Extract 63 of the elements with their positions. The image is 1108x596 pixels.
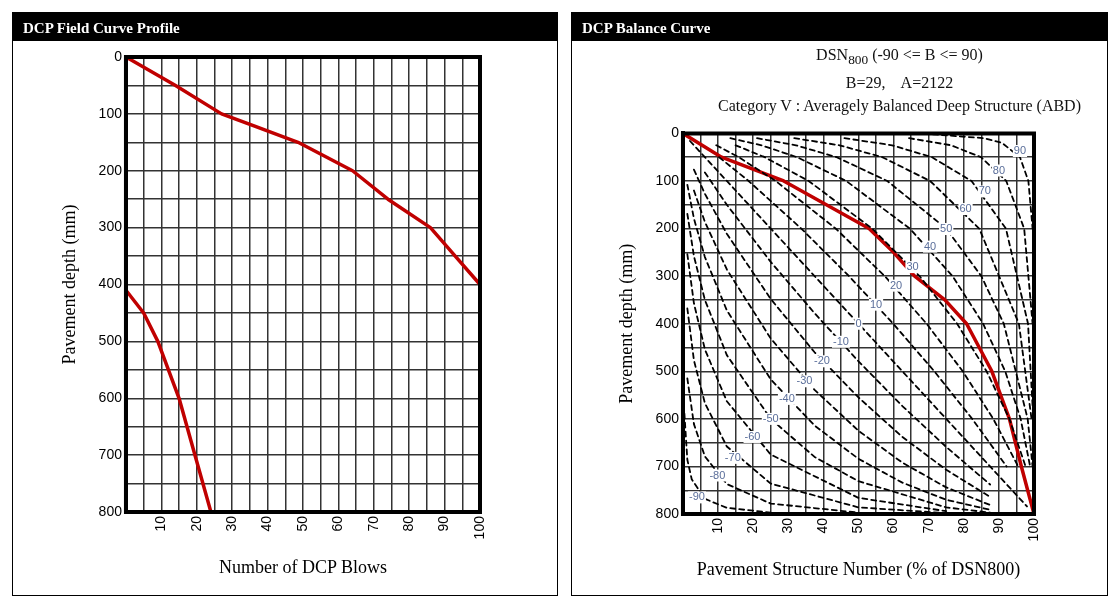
x-tick-label: 80 [400,515,417,532]
annotation: 40 [923,239,937,252]
y-tick-label: 800 [655,504,680,521]
annotation: -80 [709,468,726,481]
x-tick-label: 60 [329,515,346,532]
x-tick-label: 90 [435,515,452,532]
annotation: 90 [1013,144,1027,157]
y-tick-label: 700 [98,446,123,463]
y-tick-label: 800 [98,502,123,519]
annotation: 30 [906,260,919,273]
annotation: 60 [959,202,972,215]
y-axis-title: Pavement depth (mm) [58,204,80,365]
x-tick-label: 80 [954,517,971,534]
x-tick-label: 70 [919,517,936,534]
y-tick-label: 0 [114,47,123,64]
y-tick-label: 500 [98,332,123,349]
x-tick-label: 60 [884,517,901,534]
y-tick-label: 400 [655,314,680,331]
annotation: -40 [778,391,795,404]
x-tick-label: 40 [814,517,831,534]
y-tick-label: 300 [98,218,123,235]
annotation: 10 [869,297,883,310]
x-tick-label: 30 [223,515,240,532]
y-tick-label: 600 [98,389,123,406]
annotation: -20 [814,354,830,367]
x-tick-label: 50 [849,517,866,534]
y-tick-label: 300 [655,267,680,283]
x-tick-label: 100 [1024,517,1041,542]
annotation: 70 [978,184,991,197]
x-tick-label: 100 [470,515,487,540]
chart-title: DCP Field Curve Profile [13,13,557,41]
x-tick-label: 90 [989,517,1006,534]
annotation: -10 [832,334,849,347]
annotation: 80 [992,163,1006,176]
y-tick-label: 400 [98,275,123,292]
x-tick-label: 40 [258,515,275,532]
y-tick-label: 0 [671,124,680,141]
x-tick-label: 20 [187,515,204,532]
x-tick-label: 30 [779,517,796,534]
y-axis-title: Pavement depth (mm) [615,243,637,404]
y-tick-label: 600 [655,409,680,426]
y-tick-label: 100 [655,171,680,188]
y-tick-label: 700 [655,457,680,474]
x-tick-label: 10 [152,515,169,532]
x-axis-title: Pavement Structure Number (% of DSN800) [696,558,1021,580]
annotation: 0 [855,316,862,329]
annotation: -60 [744,429,761,442]
x-tick-label: 10 [708,517,725,534]
x-axis-title: Number of DCP Blows [219,556,387,577]
y-tick-label: 200 [98,161,123,178]
annotation: 20 [889,278,903,291]
x-tick-label: 50 [293,515,310,532]
y-tick-label: 200 [655,219,680,236]
annotation: -90 [689,490,705,503]
annotation: -30 [796,374,813,387]
annotation: -70 [724,450,741,463]
x-tick-label: 70 [364,515,381,532]
y-tick-label: 100 [98,104,123,121]
y-tick-label: 500 [655,362,680,379]
chart-subtitle: DSN$_{800}$ (-90 <= B <= 90) B=29, A=2122 Category V : Averagely Balanced Deep Structure (ABD) [717,45,1082,117]
annotation: 50 [940,222,953,235]
chart-title: DCP Balance Curve [572,13,1107,41]
x-tick-label: 20 [744,517,761,534]
